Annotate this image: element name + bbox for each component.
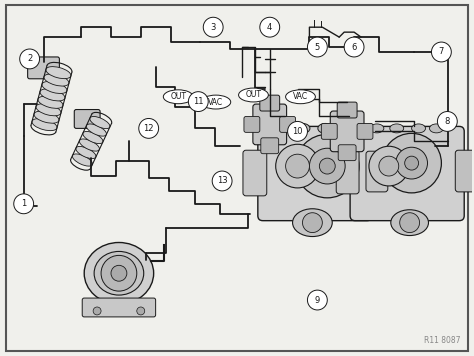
Text: 8: 8 (445, 117, 450, 126)
Ellipse shape (73, 154, 92, 166)
Circle shape (137, 307, 145, 315)
FancyBboxPatch shape (74, 110, 100, 129)
Circle shape (308, 37, 327, 57)
Circle shape (212, 171, 232, 191)
Text: 5: 5 (315, 42, 320, 52)
Ellipse shape (86, 124, 107, 136)
Text: VAC: VAC (208, 98, 223, 106)
Ellipse shape (42, 82, 67, 94)
Text: 11: 11 (193, 97, 203, 106)
Ellipse shape (32, 119, 57, 131)
Circle shape (302, 213, 322, 232)
Text: 7: 7 (439, 47, 444, 57)
Text: 3: 3 (210, 23, 216, 32)
Ellipse shape (79, 139, 100, 151)
FancyBboxPatch shape (280, 116, 296, 132)
Ellipse shape (90, 116, 110, 129)
Text: R11 8087: R11 8087 (424, 336, 460, 345)
Circle shape (203, 17, 223, 37)
Circle shape (405, 156, 419, 170)
Circle shape (438, 111, 457, 131)
Text: 6: 6 (351, 42, 357, 52)
Circle shape (319, 158, 335, 174)
FancyBboxPatch shape (330, 111, 364, 152)
Circle shape (14, 194, 34, 214)
Text: OUT: OUT (170, 92, 186, 101)
Text: 4: 4 (267, 23, 273, 32)
FancyBboxPatch shape (337, 102, 357, 118)
Ellipse shape (391, 210, 428, 236)
FancyBboxPatch shape (338, 145, 356, 161)
FancyBboxPatch shape (253, 104, 287, 145)
Circle shape (296, 134, 359, 198)
Circle shape (310, 148, 345, 184)
Ellipse shape (295, 124, 310, 134)
Circle shape (20, 49, 39, 69)
Ellipse shape (429, 124, 443, 133)
FancyBboxPatch shape (261, 138, 279, 154)
Ellipse shape (46, 67, 71, 79)
Ellipse shape (38, 96, 63, 108)
Circle shape (288, 121, 308, 141)
Text: 10: 10 (292, 127, 303, 136)
FancyBboxPatch shape (456, 150, 474, 192)
FancyBboxPatch shape (321, 124, 337, 139)
Text: VAC: VAC (293, 92, 308, 101)
FancyBboxPatch shape (244, 116, 260, 132)
Circle shape (431, 42, 451, 62)
Circle shape (286, 154, 310, 178)
Ellipse shape (164, 90, 193, 104)
Text: 13: 13 (217, 177, 228, 185)
Circle shape (276, 144, 319, 188)
FancyBboxPatch shape (260, 95, 280, 111)
Text: 2: 2 (27, 54, 32, 63)
FancyBboxPatch shape (27, 57, 59, 79)
Ellipse shape (40, 89, 65, 101)
Ellipse shape (76, 146, 96, 159)
Ellipse shape (83, 131, 103, 143)
Ellipse shape (238, 88, 268, 102)
Circle shape (139, 119, 159, 138)
Ellipse shape (292, 209, 332, 236)
Circle shape (382, 134, 441, 193)
Text: OUT: OUT (246, 90, 262, 99)
Circle shape (188, 92, 208, 111)
Circle shape (308, 290, 327, 310)
Circle shape (379, 156, 399, 176)
Ellipse shape (370, 124, 384, 133)
Ellipse shape (201, 95, 231, 109)
Ellipse shape (34, 111, 59, 123)
Ellipse shape (390, 124, 404, 133)
FancyBboxPatch shape (357, 124, 373, 139)
Text: 1: 1 (21, 199, 26, 208)
Ellipse shape (44, 74, 69, 86)
Ellipse shape (337, 124, 353, 134)
Circle shape (396, 147, 428, 179)
FancyBboxPatch shape (258, 126, 372, 221)
Circle shape (111, 265, 127, 281)
Ellipse shape (36, 104, 61, 116)
Circle shape (260, 17, 280, 37)
FancyBboxPatch shape (366, 151, 388, 192)
FancyBboxPatch shape (6, 5, 468, 351)
FancyBboxPatch shape (336, 150, 359, 194)
Text: 9: 9 (315, 295, 320, 304)
Ellipse shape (411, 124, 426, 133)
FancyBboxPatch shape (350, 126, 464, 221)
Circle shape (93, 307, 101, 315)
FancyBboxPatch shape (243, 150, 267, 196)
Ellipse shape (286, 90, 315, 104)
Circle shape (344, 37, 364, 57)
Ellipse shape (94, 251, 144, 295)
FancyBboxPatch shape (82, 298, 155, 317)
Text: 12: 12 (144, 124, 154, 133)
Ellipse shape (84, 242, 154, 304)
Circle shape (369, 146, 409, 186)
Ellipse shape (318, 124, 333, 134)
Ellipse shape (275, 124, 290, 134)
Circle shape (400, 213, 419, 232)
Circle shape (101, 255, 137, 291)
